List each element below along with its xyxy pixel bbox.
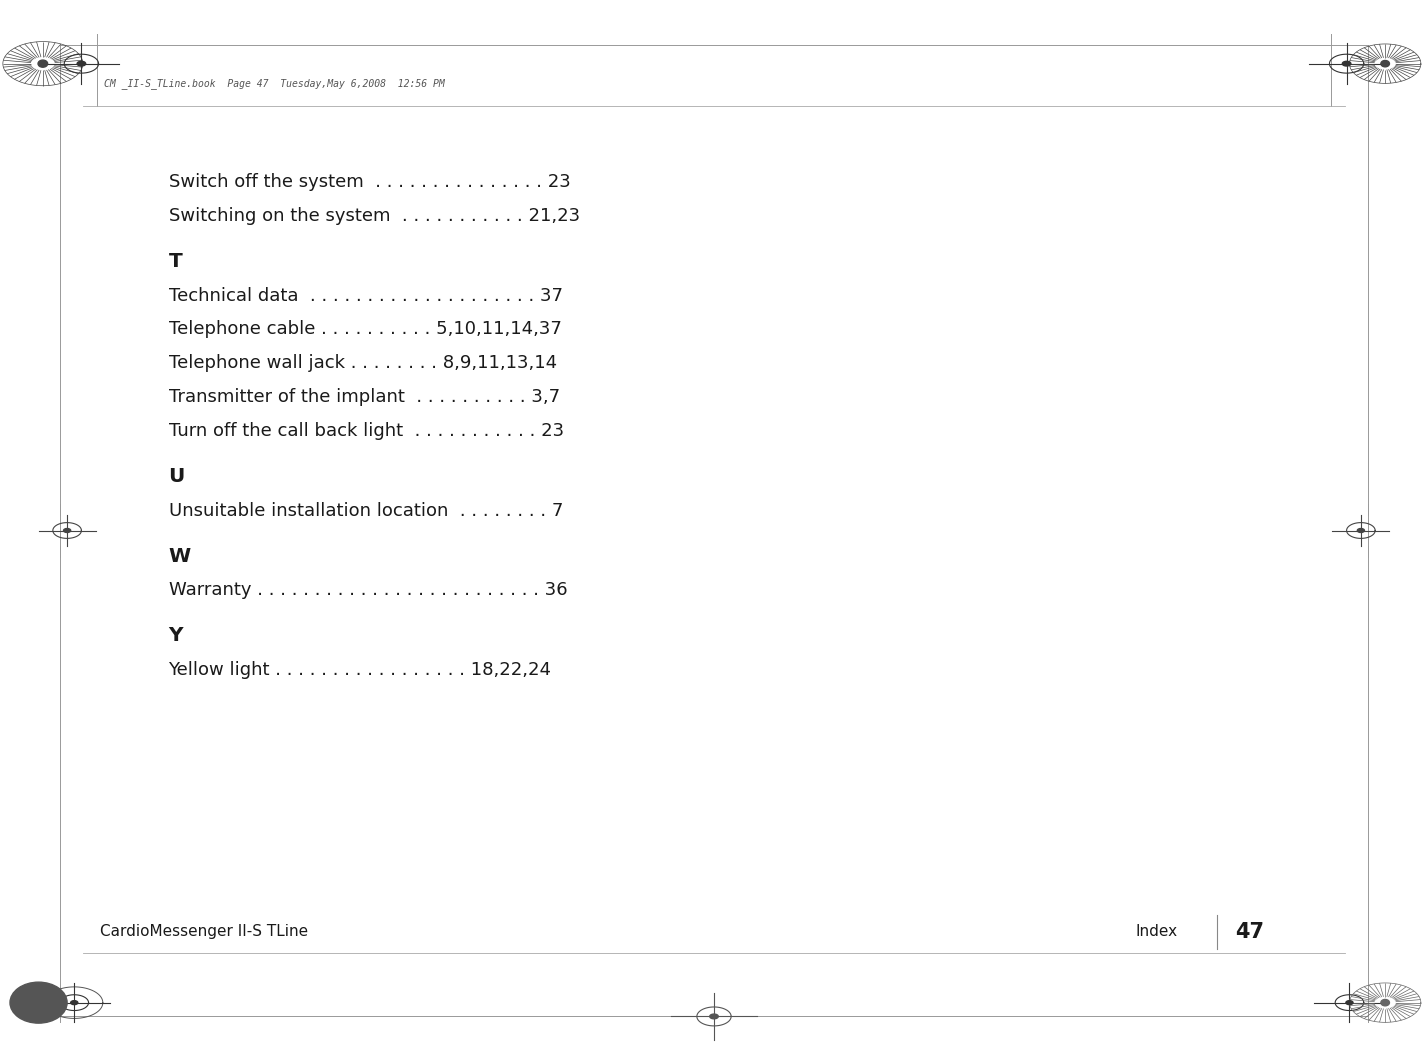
Circle shape: [1381, 999, 1389, 1006]
Text: W: W: [169, 546, 191, 566]
Ellipse shape: [1347, 1001, 1354, 1005]
Text: Telephone cable . . . . . . . . . . 5,10,11,14,37: Telephone cable . . . . . . . . . . 5,10…: [169, 320, 561, 338]
Text: Turn off the call back light  . . . . . . . . . . . 23: Turn off the call back light . . . . . .…: [169, 422, 564, 440]
Text: CM _II-S_TLine.book  Page 47  Tuesday,May 6,2008  12:56 PM: CM _II-S_TLine.book Page 47 Tuesday,May …: [104, 79, 446, 89]
Text: Unsuitable installation location  . . . . . . . . 7: Unsuitable installation location . . . .…: [169, 502, 563, 520]
Ellipse shape: [1357, 528, 1365, 533]
Ellipse shape: [71, 1001, 77, 1005]
Text: CardioMessenger II-S TLine: CardioMessenger II-S TLine: [100, 924, 308, 939]
Text: U: U: [169, 467, 184, 486]
Text: Transmitter of the implant  . . . . . . . . . . 3,7: Transmitter of the implant . . . . . . .…: [169, 388, 560, 406]
Text: Switching on the system  . . . . . . . . . . . 21,23: Switching on the system . . . . . . . . …: [169, 207, 580, 225]
Text: Y: Y: [169, 626, 183, 645]
Text: Yellow light . . . . . . . . . . . . . . . . . 18,22,24: Yellow light . . . . . . . . . . . . . .…: [169, 661, 551, 679]
Text: Telephone wall jack . . . . . . . . 8,9,11,13,14: Telephone wall jack . . . . . . . . 8,9,…: [169, 354, 557, 372]
Text: Switch off the system  . . . . . . . . . . . . . . . 23: Switch off the system . . . . . . . . . …: [169, 173, 570, 191]
Circle shape: [1381, 60, 1389, 67]
Ellipse shape: [710, 1014, 718, 1019]
Ellipse shape: [10, 982, 67, 1023]
Circle shape: [39, 60, 47, 67]
Ellipse shape: [1342, 62, 1351, 66]
Ellipse shape: [63, 528, 71, 533]
Text: Technical data  . . . . . . . . . . . . . . . . . . . . 37: Technical data . . . . . . . . . . . . .…: [169, 286, 563, 305]
Text: Warranty . . . . . . . . . . . . . . . . . . . . . . . . . 36: Warranty . . . . . . . . . . . . . . . .…: [169, 581, 567, 599]
Text: T: T: [169, 251, 183, 271]
Text: 47: 47: [1235, 922, 1264, 941]
Ellipse shape: [77, 62, 86, 66]
Text: Index: Index: [1135, 924, 1177, 939]
